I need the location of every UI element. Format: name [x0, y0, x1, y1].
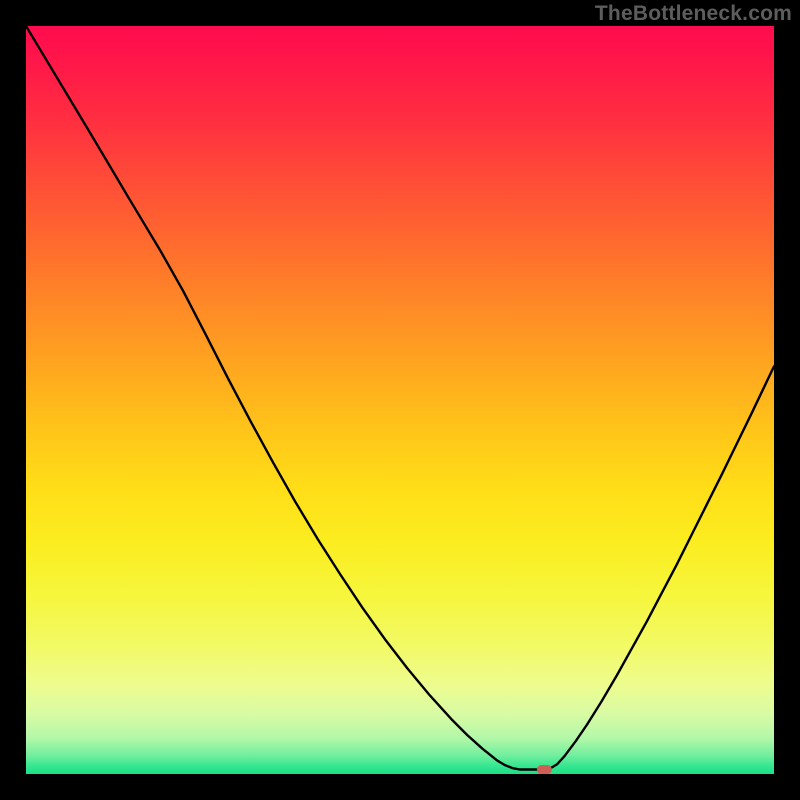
bottleneck-chart [0, 0, 800, 800]
optimum-marker [537, 765, 552, 774]
chart-container: { "watermark": { "text": "TheBottleneck.… [0, 0, 800, 800]
watermark-text: TheBottleneck.com [595, 2, 792, 26]
plot-background [26, 26, 774, 774]
